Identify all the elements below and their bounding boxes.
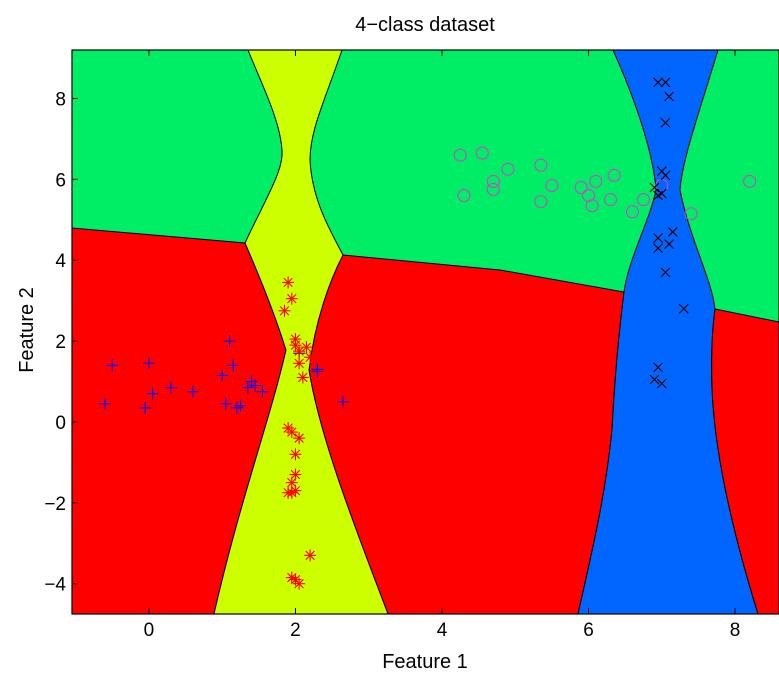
data-point-cross	[660, 77, 671, 88]
y-axis-label: Feature 2	[16, 287, 38, 373]
data-point-circle	[545, 178, 559, 192]
x-tick-label: 0	[144, 620, 155, 641]
data-point-plus	[142, 357, 155, 370]
data-point-asterisk	[300, 341, 313, 354]
data-point-asterisk	[289, 468, 302, 481]
y-tick-label: 0	[55, 413, 66, 434]
data-point-circle	[453, 148, 467, 162]
data-point-circle	[574, 180, 588, 195]
y-tick-label: 8	[55, 90, 66, 111]
data-point-plus	[241, 381, 254, 394]
data-point-asterisk	[285, 476, 298, 489]
data-point-plus	[234, 399, 247, 412]
data-point-circle	[534, 195, 548, 209]
data-point-plus	[256, 385, 269, 398]
y-tick-label: 4	[55, 251, 66, 272]
data-point-cross	[656, 188, 667, 199]
data-point-asterisk	[289, 339, 302, 352]
data-point-asterisk	[296, 371, 309, 384]
x-tick-label: 4	[437, 620, 448, 641]
data-point-plus	[227, 359, 240, 372]
data-point-circle	[743, 174, 757, 188]
data-point-asterisk	[282, 486, 295, 499]
data-point-plus	[98, 397, 111, 410]
y-tick-label: −2	[44, 494, 66, 515]
data-point-circle	[607, 168, 621, 182]
x-axis-label: Feature 1	[382, 651, 468, 673]
data-point-circle	[486, 174, 500, 188]
data-point-asterisk	[282, 276, 295, 289]
data-point-circle	[636, 193, 651, 207]
data-point-cross	[653, 362, 664, 373]
decision-regions	[72, 50, 779, 614]
data-point-cross	[660, 117, 671, 128]
plot-frame	[71, 49, 779, 615]
data-point-circle	[534, 158, 548, 172]
data-point-plus	[219, 397, 232, 410]
data-point-cross	[664, 91, 674, 102]
data-point-cross	[653, 243, 664, 253]
data-point-asterisk	[304, 549, 317, 562]
data-point-asterisk	[278, 304, 291, 317]
x-axis: 0 2 4 6 8	[144, 50, 741, 641]
data-point-circle	[589, 174, 603, 188]
data-point-cross	[664, 239, 674, 249]
data-point-plus	[337, 395, 350, 408]
data-point-circle	[684, 207, 698, 221]
data-point-cross	[656, 378, 667, 389]
data-point-plus	[223, 335, 236, 348]
data-point-circle	[501, 162, 515, 176]
data-point-cross	[667, 227, 678, 237]
data-point-circle	[457, 188, 471, 203]
y-tick-label: 6	[55, 170, 66, 191]
data-point-circle	[486, 182, 500, 197]
data-point-asterisk	[289, 448, 302, 461]
data-point-asterisk	[293, 357, 306, 370]
data-point-plus	[216, 369, 229, 382]
data-point-cross	[649, 374, 660, 385]
data-point-plus	[186, 385, 199, 398]
data-point-cross	[653, 77, 664, 88]
x-tick-label: 2	[290, 620, 301, 641]
x-tick-label: 6	[583, 620, 594, 641]
y-tick-label: 2	[55, 332, 66, 353]
data-point-plus	[311, 365, 324, 378]
data-point-plus	[249, 379, 262, 392]
data-point-asterisk	[285, 292, 298, 305]
data-point-asterisk	[285, 426, 298, 439]
data-point-cross	[678, 303, 689, 314]
data-point-cross	[660, 170, 671, 181]
y-axis: −4 −2 0 2 4 6 8	[44, 90, 78, 596]
data-point-cross	[649, 182, 660, 193]
data-point-plus	[106, 359, 119, 372]
data-point-plus	[164, 381, 177, 394]
y-tick-label: −4	[44, 575, 66, 596]
x-tick-label: 8	[730, 620, 741, 641]
data-point-circle	[603, 193, 618, 207]
data-point-circle	[475, 146, 489, 160]
data-point-circle	[625, 205, 640, 219]
chart-title: 4−class dataset	[355, 14, 495, 36]
data-point-plus	[146, 387, 159, 400]
data-point-asterisk	[304, 351, 317, 364]
data-point-cross	[653, 233, 664, 243]
data-point-circle	[585, 199, 599, 213]
data-point-plus	[139, 401, 152, 414]
data-markers	[98, 77, 757, 590]
data-point-cross	[660, 267, 671, 278]
data-point-asterisk	[293, 432, 306, 445]
data-point-asterisk	[293, 577, 306, 590]
